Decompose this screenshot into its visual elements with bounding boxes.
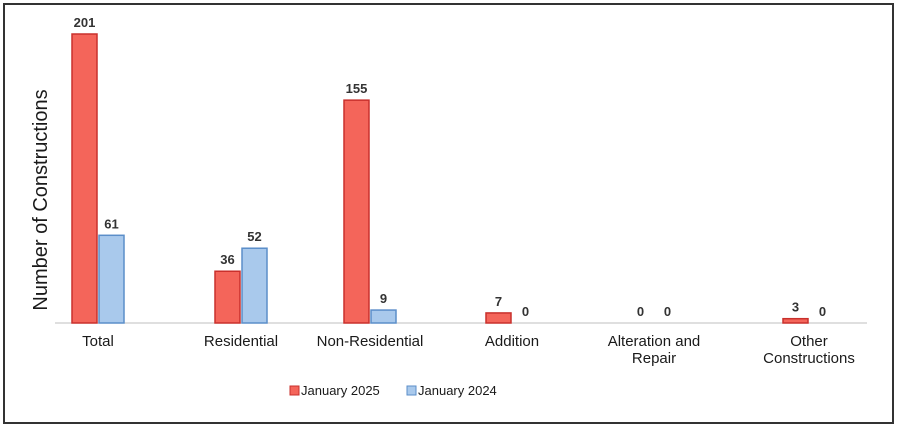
data-label-jan2024-5: 0 xyxy=(819,304,826,319)
data-label-jan2024-2: 9 xyxy=(380,291,387,306)
category-label-5-line0: Other xyxy=(790,333,828,350)
category-label-0: Total xyxy=(82,333,114,350)
legend-swatch-jan2025 xyxy=(289,385,300,396)
data-label-jan2024-3: 0 xyxy=(522,304,529,319)
data-label-jan2024-0: 61 xyxy=(104,216,118,231)
legend-label-jan2024: January 2024 xyxy=(418,383,497,398)
bar-jan2025-5 xyxy=(782,317,809,324)
legend-swatch-jan2024 xyxy=(406,385,417,396)
bar-jan2025-3 xyxy=(485,312,512,324)
category-label-4-line1: Repair xyxy=(632,350,676,367)
category-label-1: Residential xyxy=(204,333,278,350)
data-label-jan2025-3: 7 xyxy=(495,294,502,309)
bar-jan2025-0 xyxy=(71,33,98,324)
data-label-jan2024-1: 52 xyxy=(247,229,261,244)
data-labels-group: 201 61 36 52 155 9 7 0 0 0 3 0 xyxy=(74,15,826,319)
category-label-4-line0: Alteration and xyxy=(608,333,701,350)
bar-jan2024-2 xyxy=(370,309,397,324)
y-axis-label: Number of Constructions xyxy=(30,89,52,310)
bars-group xyxy=(71,33,809,324)
data-label-jan2025-5: 3 xyxy=(792,300,799,315)
bar-jan2025-2 xyxy=(343,99,370,324)
category-label-3: Addition xyxy=(485,333,539,350)
chart-frame xyxy=(3,3,894,424)
category-labels-group: Total Residential Non-Residential Addition A… xyxy=(82,333,855,367)
data-label-jan2024-4: 0 xyxy=(664,304,671,319)
data-label-jan2025-4: 0 xyxy=(637,304,644,319)
legend: January 2025 January 2024 xyxy=(289,383,497,398)
data-label-jan2025-1: 36 xyxy=(220,252,234,267)
category-label-2: Non-Residential xyxy=(317,333,424,350)
data-label-jan2025-0: 201 xyxy=(74,15,96,30)
bar-jan2025-1 xyxy=(214,270,241,324)
bar-jan2024-1 xyxy=(241,247,268,324)
legend-label-jan2025: January 2025 xyxy=(301,383,380,398)
data-label-jan2025-2: 155 xyxy=(346,81,368,96)
category-label-5-line1: Constructions xyxy=(763,350,855,367)
bar-jan2024-0 xyxy=(98,234,125,324)
